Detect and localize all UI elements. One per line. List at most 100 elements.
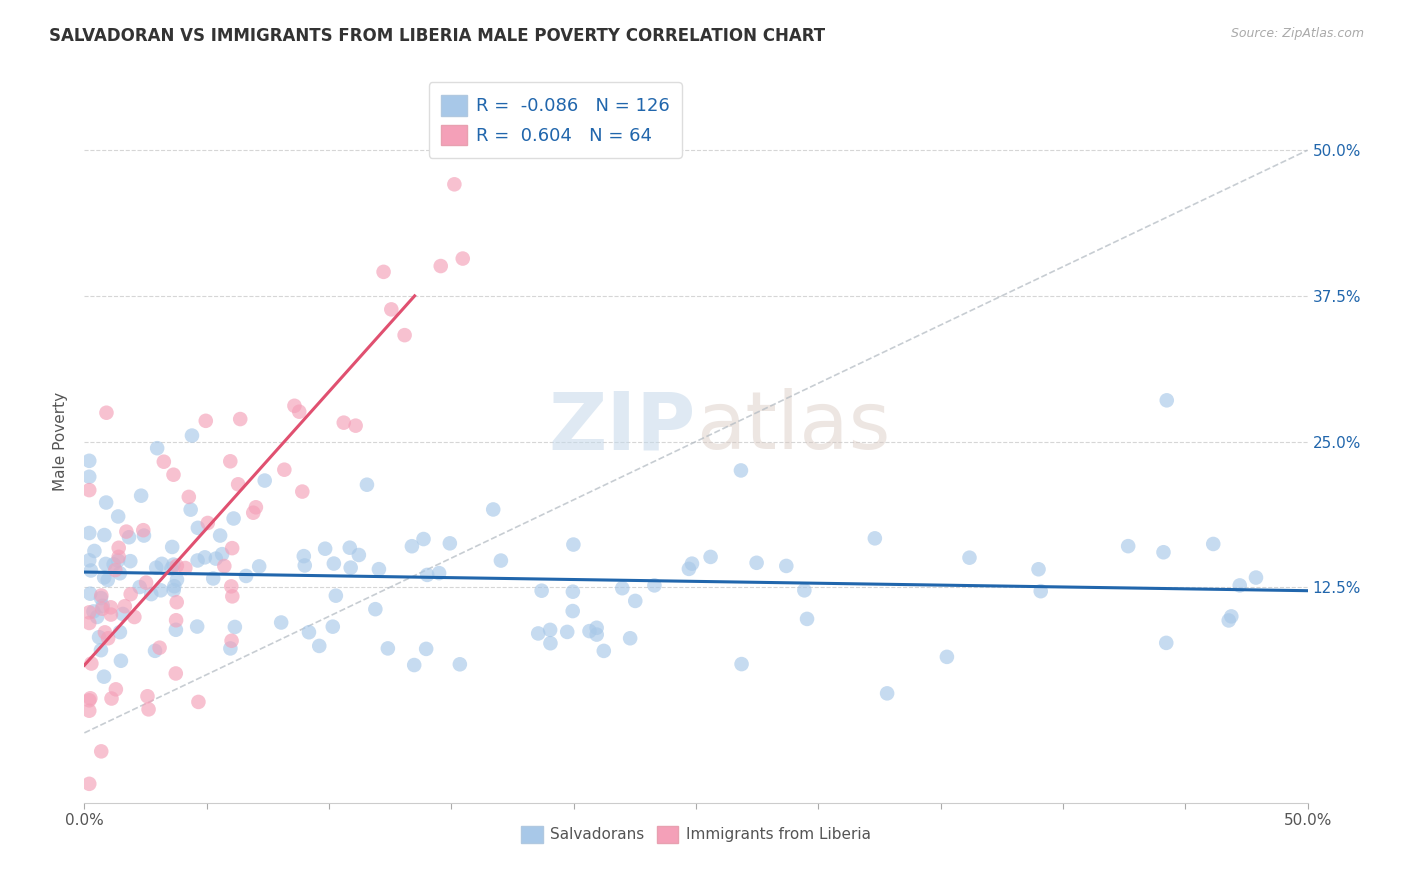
Point	[745, 556, 768, 570]
Point	[93, 570, 115, 584]
Point	[585, 621, 607, 635]
Point	[90, 744, 112, 758]
Point	[221, 633, 243, 648]
Point	[578, 624, 600, 639]
Point	[678, 562, 700, 576]
Point	[141, 587, 163, 601]
Point	[368, 562, 391, 576]
Point	[143, 644, 166, 658]
Point	[166, 595, 188, 609]
Point	[291, 484, 314, 499]
Point	[82, 604, 104, 618]
Point	[1153, 545, 1175, 559]
Point	[935, 649, 957, 664]
Point	[166, 558, 188, 573]
Point	[197, 516, 219, 530]
Point	[128, 580, 150, 594]
Point	[555, 624, 578, 639]
Y-axis label: Male Poverty: Male Poverty	[53, 392, 69, 491]
Point	[1244, 570, 1267, 584]
Point	[527, 626, 550, 640]
Point	[1028, 562, 1050, 576]
Point	[1229, 578, 1251, 592]
Point	[339, 560, 361, 574]
Point	[229, 412, 252, 426]
Point	[108, 566, 131, 581]
Point	[482, 502, 505, 516]
Point	[538, 636, 561, 650]
Point	[111, 607, 134, 621]
Point	[443, 178, 465, 192]
Point	[489, 553, 512, 567]
Point	[77, 483, 100, 497]
Point	[93, 528, 115, 542]
Point	[90, 591, 112, 605]
Point	[221, 590, 243, 604]
Point	[165, 623, 187, 637]
Point	[876, 686, 898, 700]
Point	[205, 551, 228, 566]
Point	[86, 610, 108, 624]
Point	[592, 644, 614, 658]
Point	[458, 143, 481, 157]
Legend: Salvadorans, Immigrants from Liberia: Salvadorans, Immigrants from Liberia	[515, 820, 877, 849]
Point	[356, 477, 378, 491]
Point	[136, 690, 159, 704]
Point	[100, 691, 122, 706]
Point	[80, 564, 103, 578]
Point	[226, 477, 249, 491]
Point	[107, 549, 129, 564]
Point	[242, 506, 264, 520]
Point	[100, 600, 122, 615]
Point	[150, 557, 173, 571]
Point	[796, 612, 818, 626]
Point	[177, 490, 200, 504]
Point	[124, 610, 146, 624]
Point	[132, 528, 155, 542]
Point	[93, 670, 115, 684]
Point	[187, 695, 209, 709]
Point	[308, 639, 330, 653]
Point	[100, 607, 122, 622]
Point	[138, 702, 160, 716]
Point	[149, 583, 172, 598]
Point	[181, 428, 204, 442]
Point	[681, 557, 703, 571]
Point	[219, 641, 242, 656]
Point	[1116, 539, 1139, 553]
Point	[612, 581, 634, 595]
Point	[194, 550, 217, 565]
Point	[77, 454, 100, 468]
Point	[412, 532, 434, 546]
Text: Source: ZipAtlas.com: Source: ZipAtlas.com	[1230, 27, 1364, 40]
Point	[1202, 537, 1225, 551]
Point	[80, 657, 103, 671]
Point	[562, 537, 585, 551]
Point	[120, 587, 142, 601]
Point	[429, 259, 451, 273]
Point	[415, 641, 437, 656]
Point	[91, 601, 114, 615]
Point	[624, 594, 647, 608]
Point	[294, 558, 316, 573]
Point	[135, 575, 157, 590]
Point	[104, 682, 127, 697]
Point	[165, 666, 187, 681]
Point	[162, 467, 184, 482]
Point	[1220, 609, 1243, 624]
Point	[194, 414, 217, 428]
Point	[394, 328, 416, 343]
Point	[530, 583, 553, 598]
Point	[79, 587, 101, 601]
Point	[222, 511, 245, 525]
Point	[538, 623, 561, 637]
Point	[96, 406, 118, 420]
Point	[96, 495, 118, 509]
Point	[730, 463, 752, 477]
Point	[77, 553, 100, 567]
Point	[145, 560, 167, 574]
Point	[104, 563, 127, 577]
Point	[224, 620, 246, 634]
Point	[364, 602, 387, 616]
Point	[863, 532, 886, 546]
